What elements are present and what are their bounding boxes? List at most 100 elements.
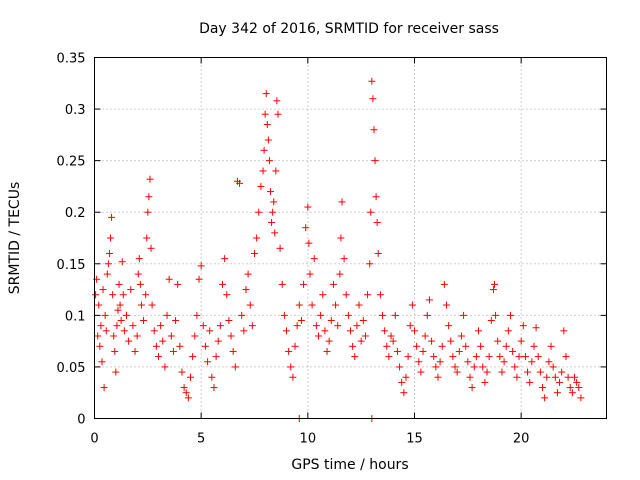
data-point (564, 373, 572, 381)
data-point (264, 136, 272, 144)
chart-title: Day 342 of 2016, SRMTID for receiver sas… (199, 21, 499, 37)
data-point (315, 332, 322, 340)
data-point (428, 337, 436, 345)
data-point (142, 291, 150, 299)
data-point (455, 347, 463, 355)
data-point (498, 368, 506, 376)
data-point (453, 368, 461, 376)
data-point (116, 301, 124, 309)
data-point (329, 280, 337, 288)
data-point (413, 342, 421, 350)
data-point (125, 337, 133, 345)
data-point (494, 337, 502, 345)
data-point (137, 301, 145, 309)
data-point (566, 384, 574, 392)
data-point (270, 198, 278, 206)
data-point (107, 234, 114, 242)
data-point (265, 157, 273, 165)
data-point (487, 317, 495, 325)
data-point (334, 322, 342, 330)
data-point (485, 353, 493, 361)
y-tick-label: 0.2 (65, 206, 86, 221)
data-point (325, 337, 333, 345)
data-point (532, 324, 540, 332)
data-point (381, 327, 389, 335)
data-point (113, 322, 121, 330)
data-point (481, 378, 489, 386)
data-point (577, 394, 585, 402)
data-point (112, 368, 120, 376)
data-point (336, 270, 344, 278)
data-point (169, 347, 177, 355)
data-point (517, 337, 525, 345)
data-point (95, 301, 103, 309)
data-point (549, 363, 557, 371)
data-point (423, 311, 431, 319)
data-point (373, 219, 381, 227)
data-point (244, 270, 252, 278)
axis-ticks: 0 0.05 0.1 0.15 0.2 0.25 0.3 0.35 0 5 10 15 20 (57, 52, 607, 447)
data-point (99, 286, 107, 294)
data-point (393, 347, 401, 355)
data-point (383, 342, 391, 350)
data-point (216, 322, 224, 330)
data-point (415, 358, 423, 366)
data-point (204, 358, 212, 366)
data-point (238, 311, 246, 319)
data-point (447, 337, 455, 345)
data-point (338, 198, 346, 206)
data-point (571, 373, 578, 381)
data-point (197, 262, 205, 270)
data-point (385, 353, 393, 361)
data-point (145, 193, 153, 201)
data-point (491, 280, 498, 288)
data-point (163, 311, 171, 319)
data-point (273, 97, 281, 105)
data-point (227, 332, 235, 340)
gridlines (94, 57, 607, 419)
data-point (308, 301, 316, 309)
y-tick-label: 0.1 (65, 309, 86, 324)
data-point (191, 332, 199, 340)
data-point (146, 175, 154, 183)
data-point (575, 384, 583, 392)
data-point (504, 327, 512, 335)
data-point (111, 347, 119, 355)
data-point (101, 311, 109, 319)
data-point (172, 317, 180, 325)
data-point (120, 327, 128, 335)
data-point (419, 347, 427, 355)
data-point (263, 121, 271, 129)
data-point (368, 77, 376, 85)
data-point (165, 275, 173, 283)
data-point (351, 353, 359, 361)
x-tick-label: 15 (406, 432, 423, 447)
data-point (472, 353, 480, 361)
data-point (176, 342, 184, 350)
data-point (103, 270, 111, 278)
data-point (553, 389, 561, 397)
data-point (425, 296, 433, 304)
x-axis-label: GPS time / hours (291, 457, 408, 473)
data-point (131, 347, 139, 355)
data-point (135, 255, 143, 263)
y-tick-label: 0.35 (57, 52, 86, 67)
data-point (556, 378, 564, 386)
data-point (193, 311, 201, 319)
data-point (287, 363, 295, 371)
data-point (94, 332, 102, 340)
data-point (140, 317, 148, 325)
data-point (443, 301, 450, 309)
data-point (195, 275, 203, 283)
data-point (225, 317, 233, 325)
data-point (114, 306, 122, 314)
data-point (214, 337, 222, 345)
data-point (319, 291, 327, 299)
data-point (262, 90, 270, 98)
data-point (229, 347, 237, 355)
data-point (408, 301, 416, 309)
data-point (402, 373, 410, 381)
data-point (317, 311, 325, 319)
data-point (528, 358, 536, 366)
data-point (293, 322, 301, 330)
